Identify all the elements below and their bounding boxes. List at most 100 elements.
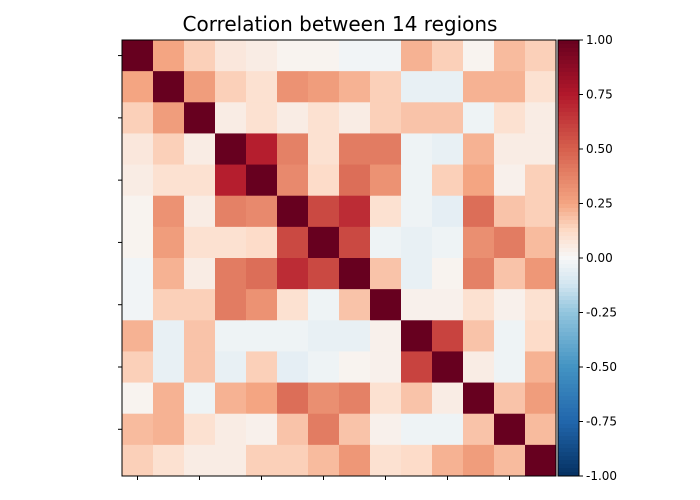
- colorbar-segment: [558, 284, 579, 289]
- heatmap-cell: [401, 351, 433, 384]
- heatmap-cell: [463, 258, 495, 290]
- heatmap-cell: [215, 226, 247, 259]
- heatmap-cell: [246, 258, 278, 290]
- heatmap-cell: [153, 71, 185, 103]
- heatmap-cell: [277, 133, 309, 166]
- heatmap-cell: [401, 40, 433, 72]
- heatmap-cell: [184, 444, 216, 477]
- colorbar-segment: [558, 452, 579, 457]
- heatmap-cell: [308, 351, 340, 384]
- heatmap-cell: [246, 71, 278, 103]
- heatmap-cell: [432, 289, 464, 321]
- heatmap-cell: [370, 164, 402, 197]
- colorbar-segment: [558, 312, 579, 317]
- colorbar-segment: [558, 332, 579, 337]
- heatmap-cell: [494, 320, 526, 352]
- colorbar-segment: [558, 344, 579, 349]
- heatmap-cell: [153, 195, 185, 228]
- heatmap-cell: [401, 382, 433, 415]
- heatmap-cell: [153, 289, 185, 321]
- heatmap-cell: [277, 195, 309, 228]
- heatmap-cell: [184, 102, 216, 134]
- colorbar-segment: [558, 424, 579, 429]
- heatmap-cell: [401, 226, 433, 259]
- heatmap-cell: [494, 289, 526, 321]
- colorbar-segment: [558, 416, 579, 421]
- colorbar-segment: [558, 64, 579, 69]
- heatmap-cell: [277, 258, 309, 290]
- heatmap-frame: [121, 39, 557, 477]
- heatmap-cell: [184, 226, 216, 259]
- colorbar-segment: [558, 412, 579, 417]
- heatmap-cell: [184, 133, 216, 166]
- heatmap-cell: [339, 320, 371, 352]
- heatmap-cell: [277, 289, 309, 321]
- colorbar-segment: [558, 336, 579, 341]
- heatmap-cell: [463, 351, 495, 384]
- heatmap: [122, 40, 557, 477]
- heatmap-cell: [246, 413, 278, 446]
- colorbar-segment: [558, 176, 579, 181]
- heatmap-cell: [184, 320, 216, 352]
- heatmap-cell: [463, 164, 495, 197]
- colorbar-segment: [558, 120, 579, 125]
- heatmap-cell: [153, 133, 185, 166]
- heatmap-cell: [370, 351, 402, 384]
- heatmap-cell: [184, 40, 216, 72]
- heatmap-cell: [463, 226, 495, 259]
- colorbar-segment: [558, 300, 579, 305]
- heatmap-cell: [463, 71, 495, 103]
- heatmap-cell: [215, 289, 247, 321]
- colorbar: [557, 39, 580, 477]
- colorbar-segment: [558, 448, 579, 453]
- colorbar-segment: [558, 268, 579, 273]
- colorbar-segment: [558, 200, 579, 205]
- colorbar-segment: [558, 248, 579, 253]
- heatmap-cell: [153, 382, 185, 415]
- heatmap-cell: [122, 40, 154, 72]
- colorbar-segment: [558, 52, 579, 57]
- colorbar-tick-label: 1.00: [586, 33, 613, 47]
- heatmap-cell: [370, 102, 402, 134]
- heatmap-cell: [370, 226, 402, 259]
- heatmap-cell: [463, 102, 495, 134]
- colorbar-segment: [558, 192, 579, 197]
- heatmap-cell: [184, 258, 216, 290]
- heatmap-cell: [494, 351, 526, 384]
- colorbar-segment: [558, 208, 579, 213]
- heatmap-cell: [432, 226, 464, 259]
- heatmap-cell: [370, 71, 402, 103]
- heatmap-cell: [432, 351, 464, 384]
- heatmap-cell: [246, 289, 278, 321]
- heatmap-cell: [339, 71, 371, 103]
- colorbar-segment: [558, 456, 579, 461]
- colorbar-segment: [558, 128, 579, 133]
- heatmap-cell: [463, 133, 495, 166]
- colorbar-segment: [558, 228, 579, 233]
- colorbar-segment: [558, 196, 579, 201]
- colorbar-segment: [558, 232, 579, 237]
- heatmap-cell: [494, 102, 526, 134]
- heatmap-cell: [308, 413, 340, 446]
- heatmap-cell: [215, 382, 247, 415]
- colorbar-segment: [558, 296, 579, 301]
- colorbar-segment: [558, 324, 579, 329]
- heatmap-cell: [308, 71, 340, 103]
- heatmap-cell: [246, 164, 278, 197]
- heatmap-cell: [184, 289, 216, 321]
- heatmap-cell: [494, 164, 526, 197]
- heatmap-cell: [277, 413, 309, 446]
- colorbar-segment: [558, 92, 579, 97]
- heatmap-cell: [215, 71, 247, 103]
- heatmap-cell: [277, 444, 309, 477]
- heatmap-cell: [525, 413, 557, 446]
- heatmap-cell: [215, 258, 247, 290]
- heatmap-cell: [277, 164, 309, 197]
- heatmap-cell: [401, 133, 433, 166]
- colorbar-segment: [558, 160, 579, 165]
- colorbar-segment: [558, 140, 579, 145]
- colorbar-segment: [558, 136, 579, 141]
- heatmap-cell: [246, 226, 278, 259]
- colorbar-segment: [558, 400, 579, 405]
- heatmap-cell: [277, 320, 309, 352]
